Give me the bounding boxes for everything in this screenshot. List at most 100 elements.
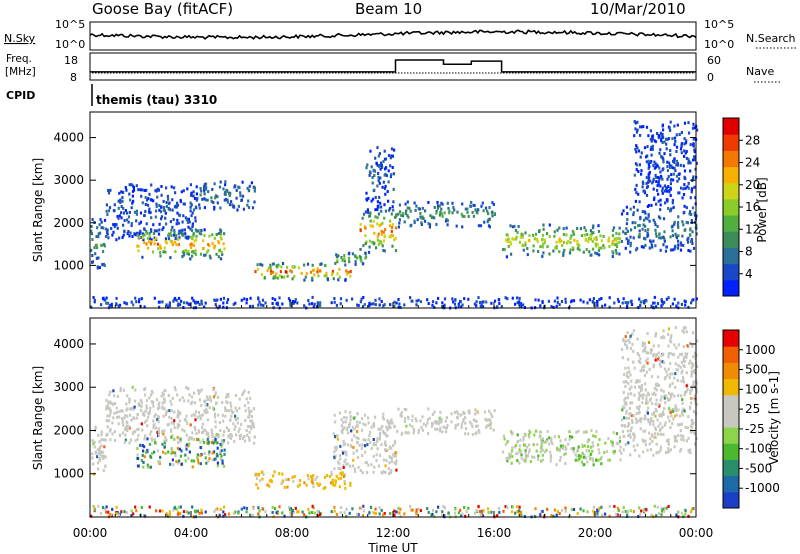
data-cell: [622, 230, 625, 234]
data-cell: [150, 238, 153, 242]
data-cell: [372, 511, 375, 515]
data-cell: [653, 386, 656, 390]
data-cell: [692, 380, 695, 384]
data-cell: [186, 187, 189, 191]
data-cell: [376, 447, 379, 451]
data-cell: [677, 221, 680, 225]
data-cell: [167, 450, 170, 454]
data-cell: [493, 213, 496, 216]
data-cell: [245, 506, 249, 510]
data-cell: [366, 198, 369, 202]
data-cell: [645, 397, 648, 401]
data-cell: [127, 425, 130, 429]
data-cell: [380, 443, 383, 447]
data-cell: [240, 507, 243, 511]
data-cell: [168, 201, 171, 205]
data-cell: [145, 222, 148, 226]
data-cell: [518, 448, 521, 452]
data-cell: [172, 299, 175, 303]
data-cell: [141, 444, 144, 447]
data-cell: [97, 451, 100, 455]
data-cell: [224, 180, 227, 184]
data-cell: [643, 373, 647, 377]
data-cell: [163, 429, 166, 433]
data-cell: [648, 172, 651, 176]
data-cell: [178, 505, 181, 509]
data-cell: [507, 244, 510, 248]
data-cell: [349, 418, 352, 422]
data-cell: [346, 462, 349, 466]
velocity-colorbar-segment: [723, 459, 739, 477]
data-cell: [184, 232, 187, 236]
data-cell: [469, 420, 472, 424]
data-cell: [652, 218, 655, 222]
data-cell: [331, 482, 334, 486]
data-cell: [377, 172, 380, 175]
data-cell: [693, 185, 696, 189]
data-cell: [655, 409, 658, 413]
data-cell: [304, 275, 307, 279]
data-cell: [689, 391, 692, 395]
data-cell: [669, 361, 672, 365]
data-cell: [153, 450, 156, 454]
data-cell: [670, 178, 673, 182]
data-cell: [420, 426, 423, 430]
data-cell: [673, 160, 676, 164]
data-cell: [388, 423, 391, 427]
data-cell: [532, 443, 535, 447]
data-cell: [592, 231, 595, 235]
data-cell: [206, 395, 209, 399]
data-cell: [637, 407, 640, 411]
data-cell: [672, 353, 675, 357]
data-cell: [630, 346, 633, 350]
data-cell: [601, 304, 604, 308]
data-cell: [206, 410, 209, 414]
data-cell: [325, 272, 328, 275]
data-cell: [416, 218, 419, 222]
data-cell: [274, 507, 277, 511]
data-cell: [429, 214, 432, 218]
data-cell: [644, 237, 647, 241]
data-cell: [301, 510, 304, 514]
data-cell: [540, 446, 543, 450]
data-cell: [359, 255, 362, 259]
data-cell: [338, 485, 341, 489]
data-cell: [140, 400, 143, 404]
data-cell: [431, 303, 434, 307]
data-cell: [118, 236, 121, 240]
data-cell: [682, 326, 685, 330]
data-cell: [371, 197, 375, 201]
data-cell: [119, 389, 122, 393]
data-cell: [673, 445, 676, 449]
data-cell: [437, 505, 440, 509]
data-cell: [364, 242, 367, 246]
data-cell: [159, 455, 162, 459]
data-cell: [143, 455, 146, 459]
data-cell: [378, 453, 382, 457]
data-cell: [343, 254, 346, 257]
data-cell: [447, 206, 450, 210]
data-cell: [606, 450, 609, 454]
data-cell: [296, 510, 299, 514]
data-cell: [98, 448, 101, 452]
data-cell: [546, 245, 549, 249]
data-cell: [390, 173, 393, 177]
data-cell: [669, 426, 672, 430]
data-cell: [193, 197, 197, 200]
data-cell: [657, 199, 660, 203]
data-cell: [112, 402, 115, 406]
data-cell: [564, 509, 567, 513]
data-cell: [488, 217, 491, 221]
data-cell: [670, 334, 673, 337]
data-cell: [174, 204, 177, 208]
data-cell: [682, 359, 685, 363]
data-cell: [349, 415, 352, 419]
data-cell: [210, 428, 213, 432]
data-cell: [186, 422, 189, 425]
power-colorbar-tick-label: 16: [745, 200, 760, 214]
data-cell: [160, 185, 163, 188]
data-cell: [472, 203, 475, 207]
data-cell: [377, 212, 380, 216]
data-cell: [645, 401, 648, 405]
data-cell: [316, 475, 319, 479]
